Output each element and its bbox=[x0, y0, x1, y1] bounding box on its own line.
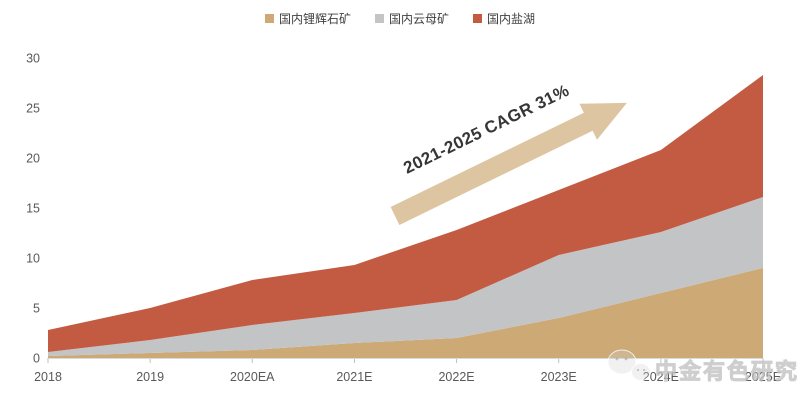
cagr-arrow-shape bbox=[390, 102, 627, 225]
wechat-icon bbox=[607, 349, 651, 381]
x-axis-label: 2024E bbox=[643, 370, 679, 384]
y-axis-label: 25 bbox=[26, 102, 40, 116]
y-axis-label: 20 bbox=[26, 152, 40, 166]
x-axis-label: 2023E bbox=[541, 370, 577, 384]
area-series-0 bbox=[48, 268, 763, 358]
x-axis-label: 2022E bbox=[438, 370, 474, 384]
y-axis-label: 10 bbox=[26, 252, 40, 266]
y-axis-label: 5 bbox=[33, 302, 40, 316]
area-series-2 bbox=[48, 75, 763, 352]
area-series-1 bbox=[48, 197, 763, 356]
y-axis-label: 0 bbox=[33, 352, 40, 366]
y-axis-label: 15 bbox=[26, 202, 40, 216]
legend-item-spodumene[interactable]: 国内锂辉石矿 bbox=[264, 10, 351, 27]
watermark-text: 中金有色研究 bbox=[655, 359, 799, 384]
legend-swatch-saltlake bbox=[473, 14, 483, 23]
watermark: 中金有色研究 bbox=[607, 349, 799, 384]
cagr-arrow bbox=[390, 102, 627, 225]
x-axis-label: 2019 bbox=[136, 370, 164, 384]
legend-swatch-mica bbox=[374, 14, 384, 23]
legend-item-saltlake[interactable]: 国内盐湖 bbox=[473, 10, 535, 27]
x-axis-label: 2025E bbox=[745, 370, 781, 384]
legend: 国内锂辉石矿 国内云母矿 国内盐湖 bbox=[264, 10, 535, 27]
x-axis-label: 2018 bbox=[34, 370, 62, 384]
x-axis-label: 2021E bbox=[336, 370, 372, 384]
legend-label-saltlake: 国内盐湖 bbox=[487, 12, 536, 26]
legend-label-spodumene: 国内锂辉石矿 bbox=[278, 12, 351, 26]
x-axis-label: 2020EA bbox=[230, 370, 275, 384]
y-axis-label: 30 bbox=[26, 52, 40, 66]
legend-swatch-spodumene bbox=[264, 14, 274, 23]
legend-item-mica[interactable]: 国内云母矿 bbox=[374, 10, 450, 27]
legend-label-mica: 国内云母矿 bbox=[388, 12, 450, 26]
